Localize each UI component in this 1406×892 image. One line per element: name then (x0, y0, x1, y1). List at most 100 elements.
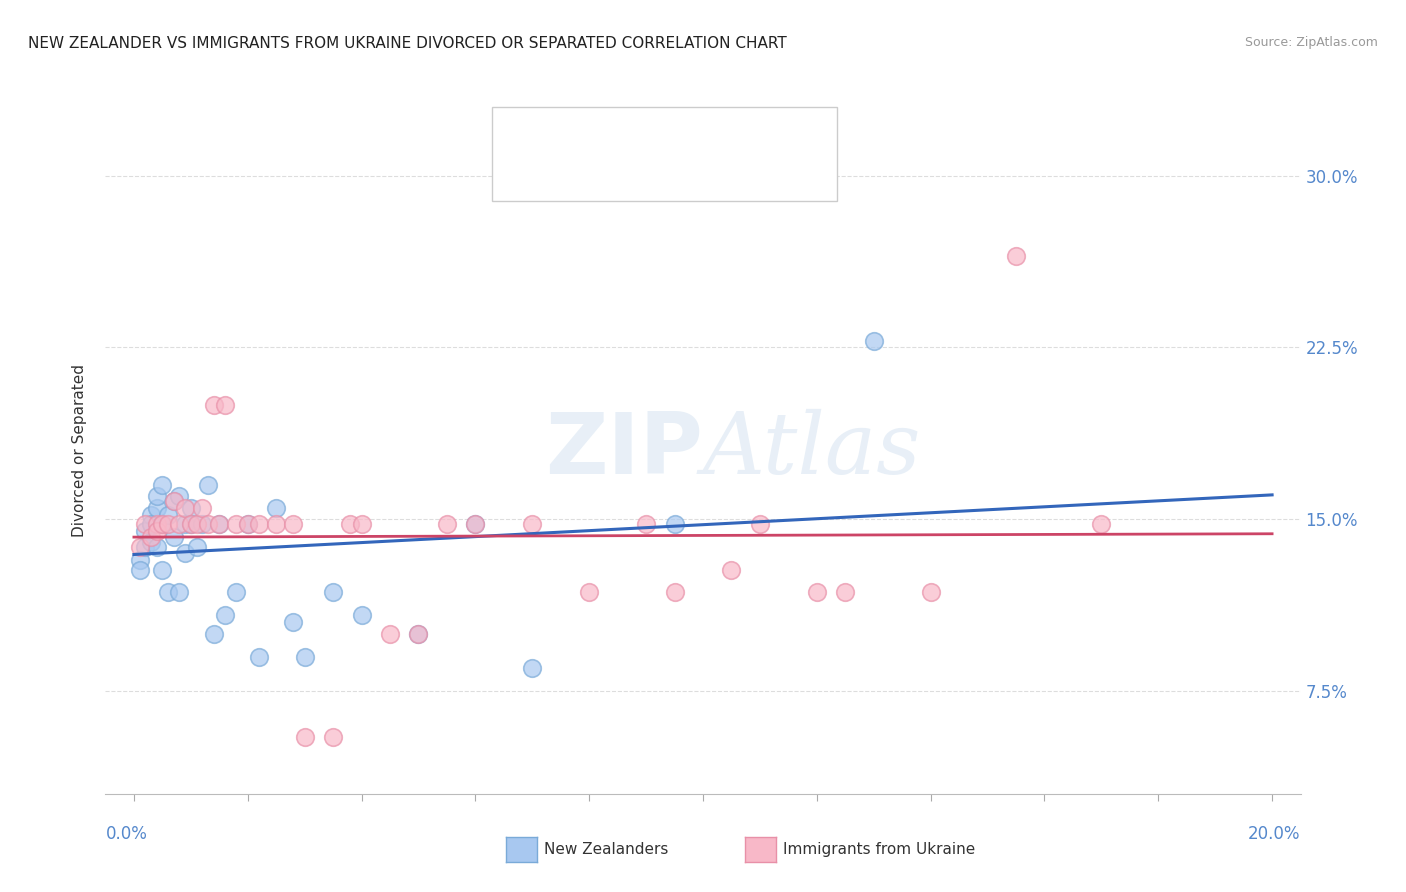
Point (163, 493, 186, 508)
Point (283, 516, 305, 531)
Point (186, 540, 208, 554)
Point (150, 562, 173, 576)
Point (522, 516, 544, 531)
Point (247, 649, 270, 664)
Point (436, 516, 458, 531)
Point (578, 585, 600, 599)
Point (157, 585, 180, 599)
Point (236, 516, 259, 531)
Text: N =: N = (645, 163, 682, 181)
Text: ZIP: ZIP (546, 409, 703, 492)
Y-axis label: Divorced or Separated: Divorced or Separated (72, 364, 87, 537)
Text: Immigrants from Ukraine: Immigrants from Ukraine (783, 842, 976, 856)
Point (186, 516, 208, 531)
Point (636, 516, 658, 531)
Point (139, 531, 162, 545)
Point (128, 553, 150, 567)
Point (174, 500, 197, 515)
Point (202, 398, 225, 412)
Point (202, 626, 225, 640)
Point (163, 493, 186, 508)
Point (169, 489, 191, 503)
Point (139, 508, 162, 522)
Text: 0.269: 0.269 (586, 163, 638, 181)
Point (169, 585, 191, 599)
Point (174, 546, 197, 561)
Point (134, 524, 156, 538)
Point (339, 516, 361, 531)
Point (128, 562, 150, 576)
Text: Atlas: Atlas (703, 409, 921, 491)
Point (214, 608, 236, 623)
Point (920, 585, 942, 599)
Text: 0.180: 0.180 (586, 128, 638, 145)
Point (134, 516, 156, 531)
Point (145, 500, 167, 515)
Point (139, 535, 162, 549)
Point (134, 540, 156, 554)
Point (180, 500, 202, 515)
Point (464, 516, 486, 531)
Point (145, 516, 167, 531)
Point (191, 516, 214, 531)
Point (197, 478, 219, 492)
Point (247, 516, 270, 531)
Point (322, 730, 344, 744)
Point (236, 516, 259, 531)
Point (464, 516, 486, 531)
Point (169, 516, 191, 531)
Point (1090, 516, 1112, 531)
Point (748, 516, 770, 531)
Point (214, 398, 236, 412)
Point (180, 516, 202, 531)
Text: 0.0%: 0.0% (105, 825, 148, 843)
Point (208, 516, 231, 531)
Point (145, 540, 167, 554)
Point (283, 615, 305, 630)
Point (350, 608, 373, 623)
Point (150, 478, 173, 492)
Text: R =: R = (555, 163, 592, 181)
Point (408, 626, 430, 640)
Text: 20.0%: 20.0% (1249, 825, 1301, 843)
Point (208, 516, 231, 531)
Point (157, 508, 180, 522)
Point (163, 531, 186, 545)
Text: Source: ZipAtlas.com: Source: ZipAtlas.com (1244, 36, 1378, 49)
Point (197, 516, 219, 531)
Point (350, 516, 373, 531)
Point (145, 524, 167, 538)
Text: 42: 42 (676, 128, 700, 145)
Point (294, 730, 316, 744)
Point (145, 489, 167, 503)
Point (664, 516, 686, 531)
Text: R =: R = (555, 128, 592, 145)
Text: 41: 41 (676, 163, 699, 181)
Point (264, 516, 287, 531)
Point (720, 562, 742, 576)
Point (150, 516, 173, 531)
Point (174, 516, 197, 531)
Point (157, 516, 180, 531)
Point (862, 334, 884, 348)
Point (1005, 249, 1028, 263)
Point (128, 540, 150, 554)
Text: N =: N = (645, 128, 682, 145)
Point (294, 649, 316, 664)
Point (264, 500, 287, 515)
Text: NEW ZEALANDER VS IMMIGRANTS FROM UKRAINE DIVORCED OR SEPARATED CORRELATION CHART: NEW ZEALANDER VS IMMIGRANTS FROM UKRAINE… (28, 36, 787, 51)
Text: New Zealanders: New Zealanders (544, 842, 668, 856)
Point (225, 516, 247, 531)
Point (225, 585, 247, 599)
Point (378, 626, 401, 640)
Point (806, 585, 828, 599)
Point (150, 516, 173, 531)
Point (408, 626, 430, 640)
Point (522, 661, 544, 675)
Point (322, 585, 344, 599)
Point (139, 516, 162, 531)
Point (664, 585, 686, 599)
Point (191, 500, 214, 515)
Point (834, 585, 856, 599)
Point (180, 516, 202, 531)
